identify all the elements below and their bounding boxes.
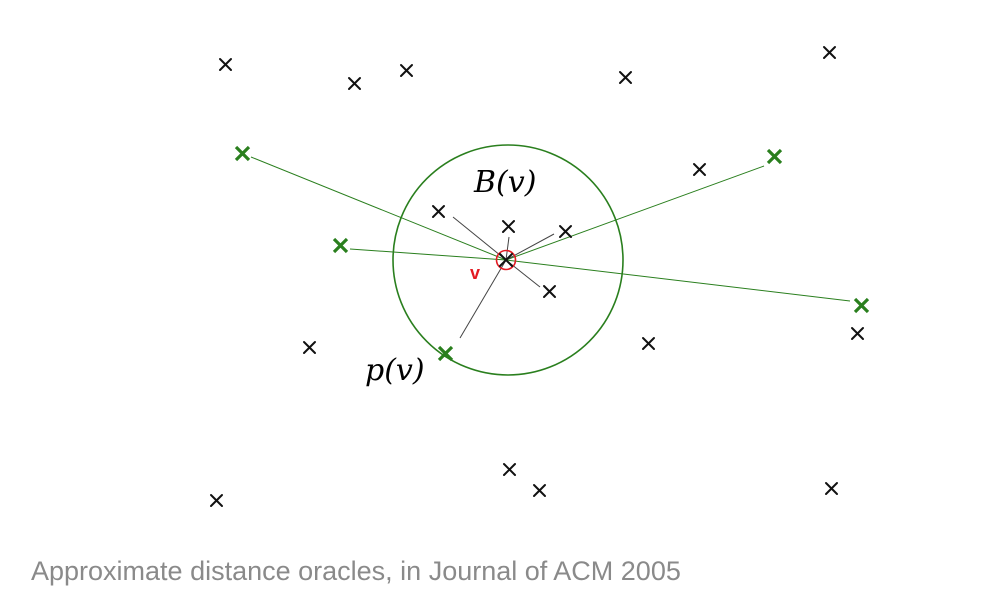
landmark-edge (505, 259, 851, 302)
point-marker (502, 220, 515, 233)
vertex-ring (495, 249, 517, 271)
ball-label: B(v) (473, 165, 536, 200)
vertex-v (495, 249, 517, 271)
landmark-marker (766, 148, 783, 165)
ball-edges (452, 216, 555, 339)
pivot-label: p(v) (365, 353, 425, 388)
point-marker (642, 337, 655, 350)
ball-edge (452, 216, 507, 261)
ball-circle (392, 144, 624, 376)
point-marker (348, 77, 361, 90)
ball-edge (505, 236, 510, 261)
landmark-edge (505, 165, 765, 261)
landmark-marker (332, 237, 349, 254)
landmark-edge (349, 248, 507, 261)
landmark-points (234, 145, 870, 362)
caption: Approximate distance oracles, in Journal… (31, 556, 681, 586)
point-marker (533, 484, 546, 497)
point-marker (619, 71, 632, 84)
point-marker (825, 482, 838, 495)
point-marker (432, 205, 445, 218)
point-marker (823, 46, 836, 59)
landmark-marker (853, 297, 870, 314)
vertex-marker (499, 253, 513, 267)
landmark-edge (250, 156, 507, 261)
point-marker (851, 327, 864, 340)
point-marker (210, 494, 223, 507)
landmark-marker (234, 145, 251, 162)
point-marker (559, 225, 572, 238)
ball-edge (505, 233, 555, 261)
landmark-edges (250, 156, 851, 302)
point-marker (400, 64, 413, 77)
pivot-edge (459, 259, 507, 339)
point-marker (693, 163, 706, 176)
point-marker (543, 285, 556, 298)
pivot-marker (437, 345, 454, 362)
graph-points (210, 46, 864, 507)
point-marker (303, 341, 316, 354)
vertex-label: v (470, 263, 480, 283)
point-marker (219, 58, 232, 71)
point-marker (503, 463, 516, 476)
